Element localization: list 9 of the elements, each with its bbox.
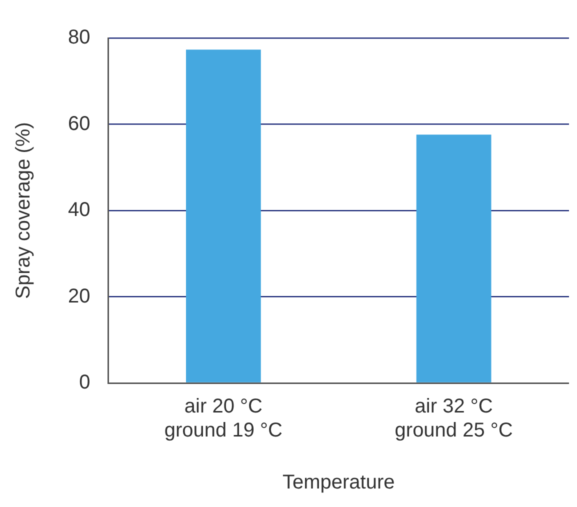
x-axis-title: Temperature: [282, 472, 395, 494]
y-tick-label: 20: [68, 285, 90, 308]
y-axis-title: Spray coverage (%): [12, 122, 35, 299]
y-tick-label: 80: [68, 26, 90, 49]
x-tick-label: air 20 °C ground 19 °C: [164, 396, 282, 442]
y-tick-label: 40: [68, 199, 90, 222]
y-tick-label: 0: [79, 372, 90, 394]
y-tick-label: 60: [68, 112, 90, 135]
x-tick-label: air 32 °C ground 25 °C: [394, 396, 513, 442]
